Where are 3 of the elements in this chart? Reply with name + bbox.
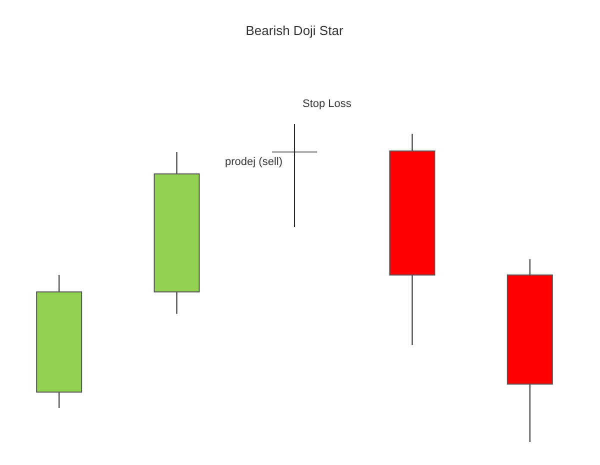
text: Stop Loss <box>302 98 352 110</box>
annotation: prodej (sell) <box>225 156 282 168</box>
chart-title: Bearish Doji Star <box>246 23 344 38</box>
